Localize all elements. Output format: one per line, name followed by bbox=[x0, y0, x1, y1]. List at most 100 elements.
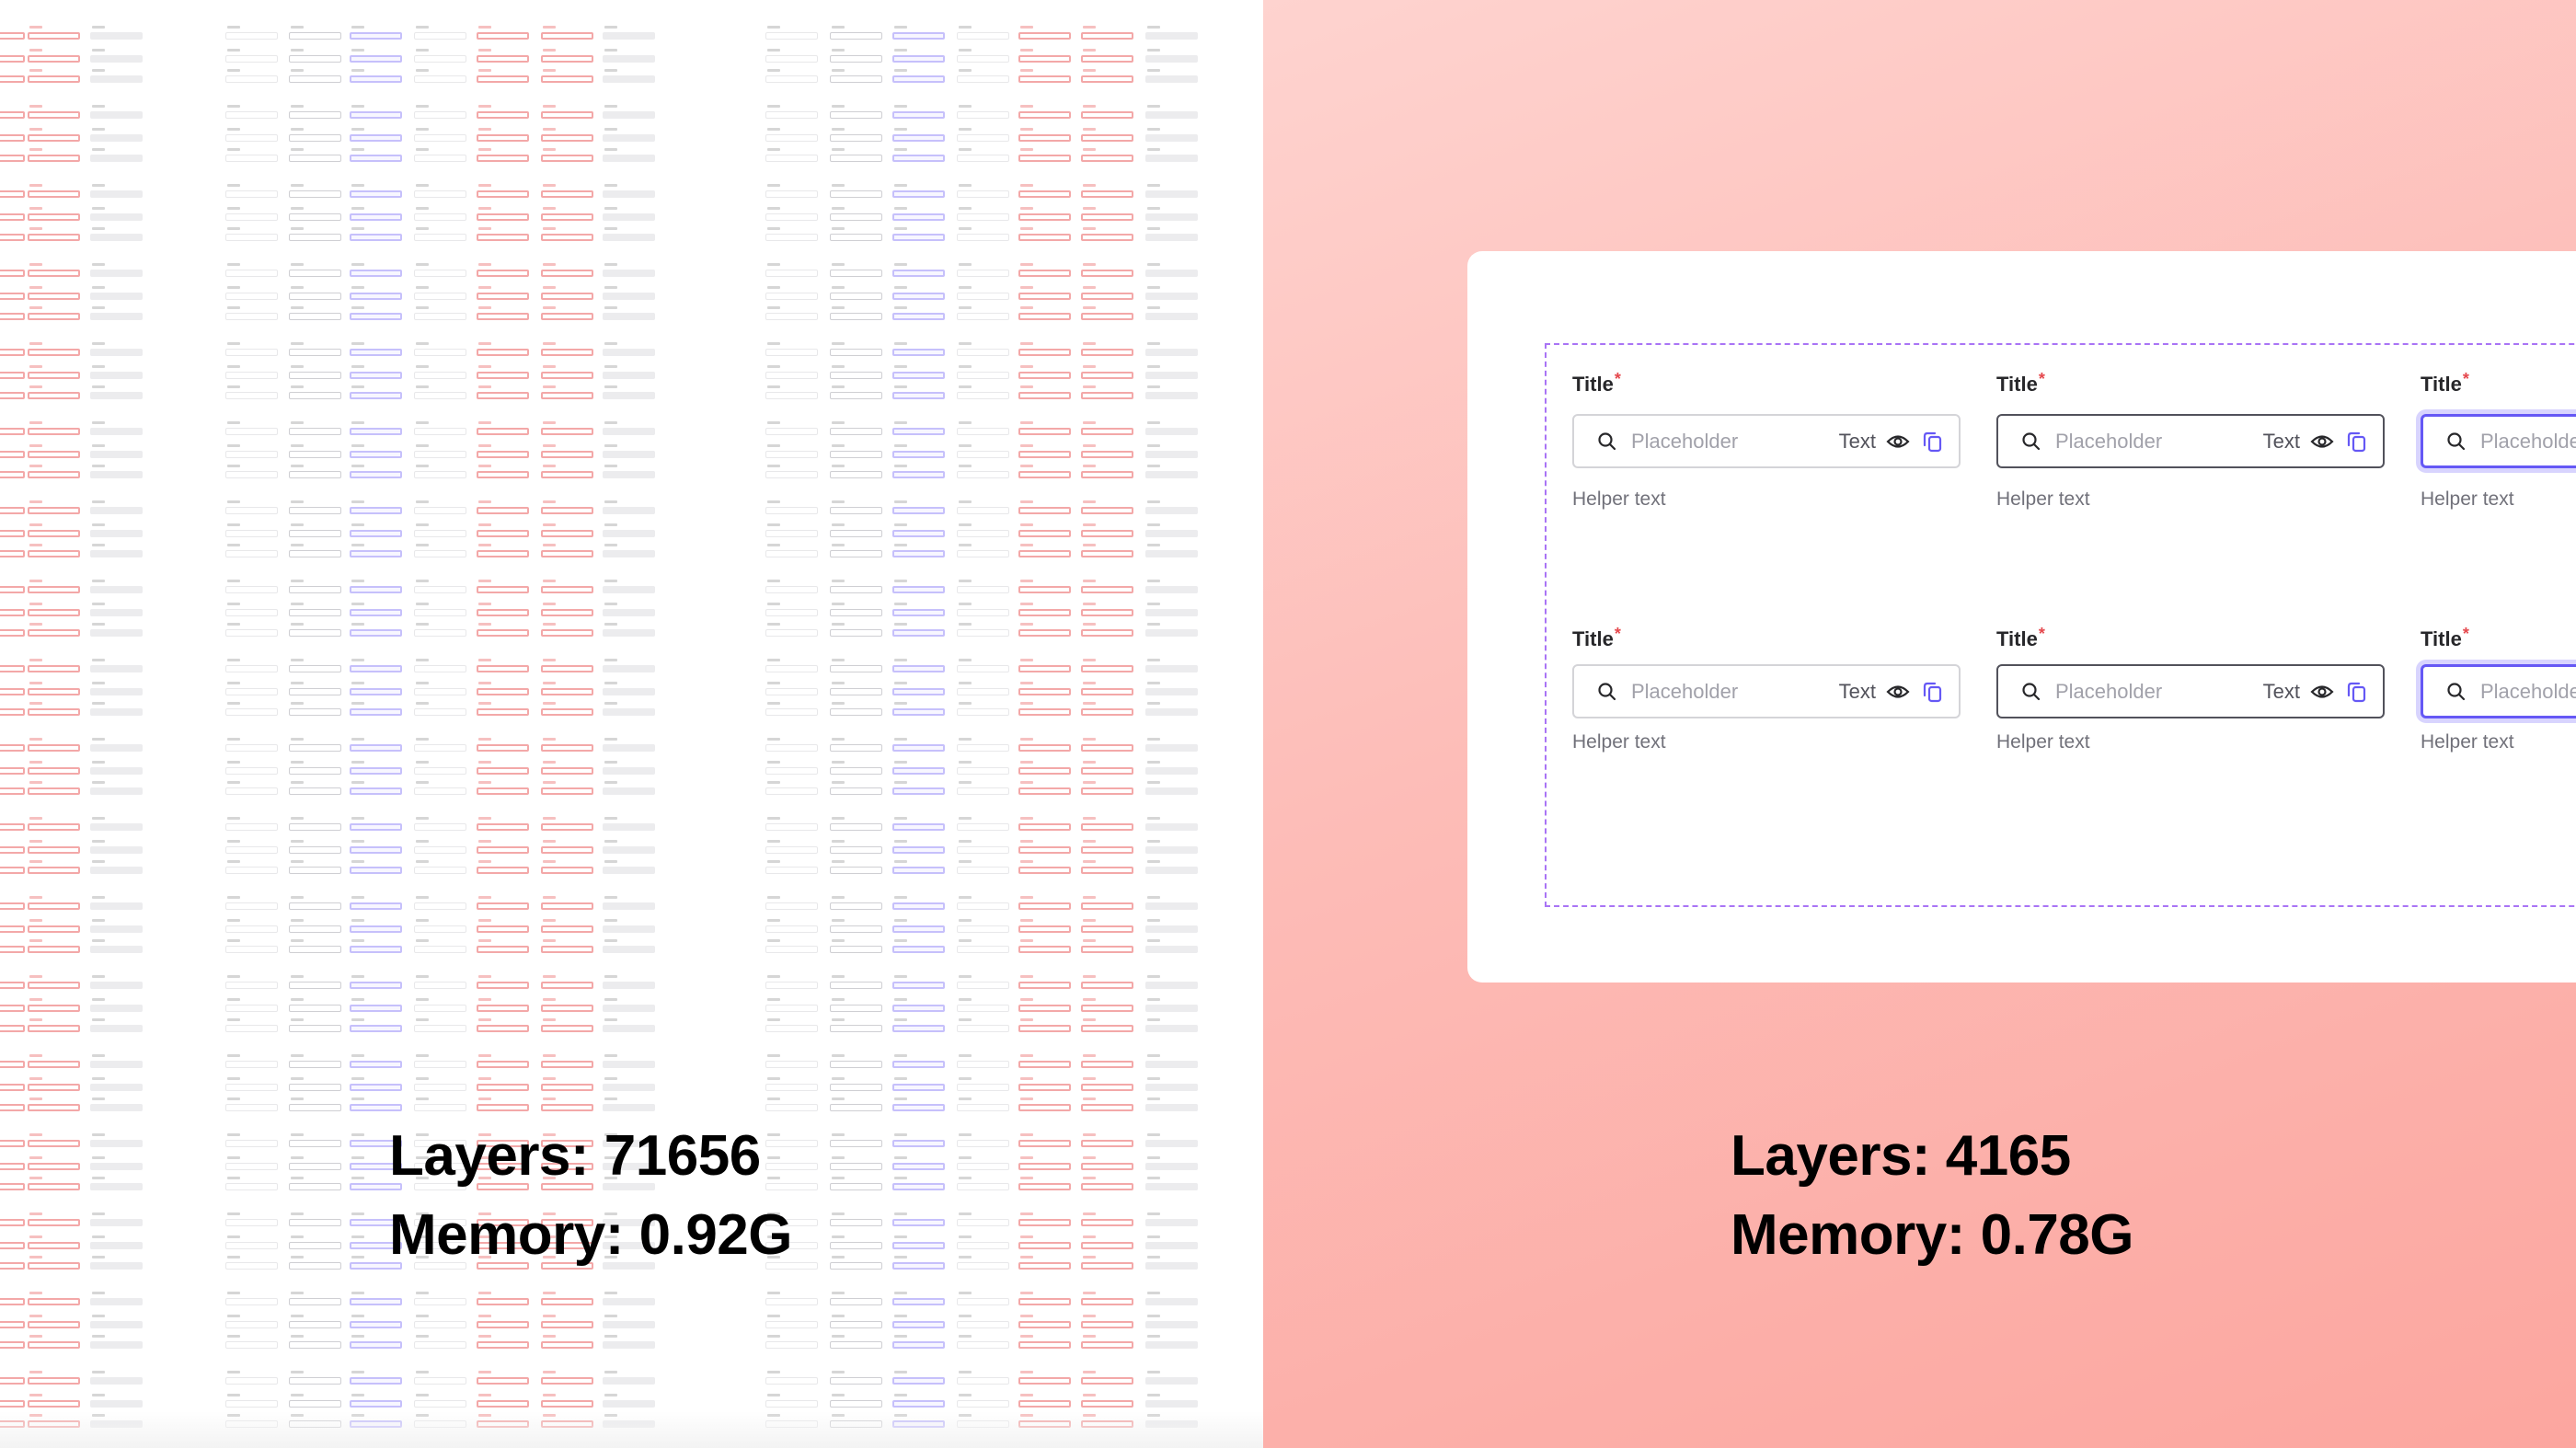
variant-label bbox=[832, 523, 845, 526]
variant-swatch bbox=[350, 1321, 402, 1328]
variant-label bbox=[543, 896, 556, 899]
variant-label bbox=[1147, 1097, 1160, 1100]
variant-label bbox=[959, 385, 972, 388]
variant-label bbox=[832, 975, 845, 978]
variant-swatch bbox=[830, 1104, 882, 1111]
variant-swatch bbox=[477, 1242, 529, 1249]
variant-swatch bbox=[477, 428, 529, 435]
variant-swatch bbox=[28, 550, 80, 557]
variant-swatch bbox=[90, 846, 143, 854]
input-value: Text bbox=[2262, 429, 2300, 453]
variant-swatch bbox=[289, 530, 341, 537]
variant-label bbox=[767, 1177, 780, 1179]
variant-swatch bbox=[1081, 1341, 1133, 1349]
variant-swatch bbox=[1145, 1025, 1198, 1032]
variant-swatch bbox=[350, 451, 402, 458]
copy-icon[interactable] bbox=[1920, 679, 1946, 705]
variant-swatch bbox=[414, 1163, 466, 1170]
variant-label bbox=[92, 781, 105, 784]
variant-label bbox=[604, 500, 617, 503]
eye-icon[interactable] bbox=[1885, 429, 1911, 454]
variant-label bbox=[1020, 465, 1033, 467]
variant-swatch bbox=[1081, 530, 1133, 537]
variant-swatch bbox=[28, 32, 80, 40]
variant-swatch bbox=[1018, 1061, 1071, 1068]
variant-swatch bbox=[957, 428, 1009, 435]
variant-label bbox=[604, 69, 617, 72]
variant-label bbox=[543, 26, 556, 29]
variant-label bbox=[767, 1235, 780, 1238]
variant-swatch bbox=[28, 372, 80, 379]
variant-swatch bbox=[28, 134, 80, 142]
required-asterisk: * bbox=[2462, 370, 2469, 388]
variant-label bbox=[227, 1315, 240, 1317]
field-title: Title* bbox=[1572, 625, 1961, 653]
variant-swatch bbox=[830, 1025, 882, 1032]
variant-label bbox=[478, 781, 491, 784]
variant-swatch bbox=[90, 744, 143, 752]
variant-label bbox=[543, 148, 556, 151]
variant-swatch bbox=[892, 1377, 945, 1385]
variant-swatch bbox=[90, 946, 143, 953]
eye-icon[interactable] bbox=[2309, 429, 2335, 454]
variant-label bbox=[959, 1256, 972, 1258]
variant-swatch bbox=[289, 428, 341, 435]
field-title: Title* bbox=[1996, 625, 2385, 653]
variant-swatch bbox=[541, 392, 593, 399]
variant-label bbox=[227, 421, 240, 424]
variant-swatch bbox=[289, 1262, 341, 1270]
variant-label bbox=[478, 227, 491, 230]
variant-label bbox=[894, 998, 907, 1001]
component-frame bbox=[1545, 343, 2576, 907]
variant-swatch bbox=[892, 313, 945, 320]
variant-swatch bbox=[0, 313, 25, 320]
copy-icon[interactable] bbox=[1920, 429, 1946, 454]
variant-swatch bbox=[541, 270, 593, 277]
variant-swatch bbox=[90, 1163, 143, 1170]
eye-icon[interactable] bbox=[1885, 679, 1911, 705]
variant-swatch bbox=[289, 1061, 341, 1068]
variant-label bbox=[832, 998, 845, 1001]
variant-label bbox=[543, 365, 556, 368]
copy-icon[interactable] bbox=[2344, 679, 2370, 705]
variant-label bbox=[227, 738, 240, 741]
variant-swatch bbox=[0, 507, 25, 514]
copy-icon[interactable] bbox=[2344, 429, 2370, 454]
variant-label bbox=[1020, 365, 1033, 368]
variant-swatch bbox=[90, 471, 143, 478]
variant-label bbox=[351, 105, 364, 108]
variant-swatch bbox=[765, 507, 818, 514]
variant-swatch bbox=[477, 1025, 529, 1032]
variant-label bbox=[894, 1394, 907, 1396]
variant-label bbox=[1020, 1256, 1033, 1258]
variant-swatch bbox=[1145, 846, 1198, 854]
variant-swatch bbox=[892, 586, 945, 593]
variant-label bbox=[604, 444, 617, 447]
variant-label bbox=[227, 523, 240, 526]
variant-swatch bbox=[830, 609, 882, 616]
variant-label bbox=[959, 1315, 972, 1317]
variant-label bbox=[959, 263, 972, 266]
eye-icon[interactable] bbox=[2309, 679, 2335, 705]
variant-swatch bbox=[350, 293, 402, 300]
variant-swatch bbox=[765, 925, 818, 933]
variant-swatch bbox=[541, 451, 593, 458]
variant-label bbox=[92, 365, 105, 368]
variant-label bbox=[1083, 148, 1096, 151]
variant-label bbox=[604, 702, 617, 705]
variant-swatch bbox=[1145, 1005, 1198, 1012]
variant-label bbox=[351, 998, 364, 1001]
variant-swatch bbox=[541, 1163, 593, 1170]
before-memory-usage: Memory: 0.92G bbox=[389, 1203, 793, 1267]
variant-swatch bbox=[765, 134, 818, 142]
variant-label bbox=[959, 465, 972, 467]
variant-swatch bbox=[28, 313, 80, 320]
variant-label bbox=[604, 1177, 617, 1179]
variant-swatch bbox=[765, 629, 818, 637]
